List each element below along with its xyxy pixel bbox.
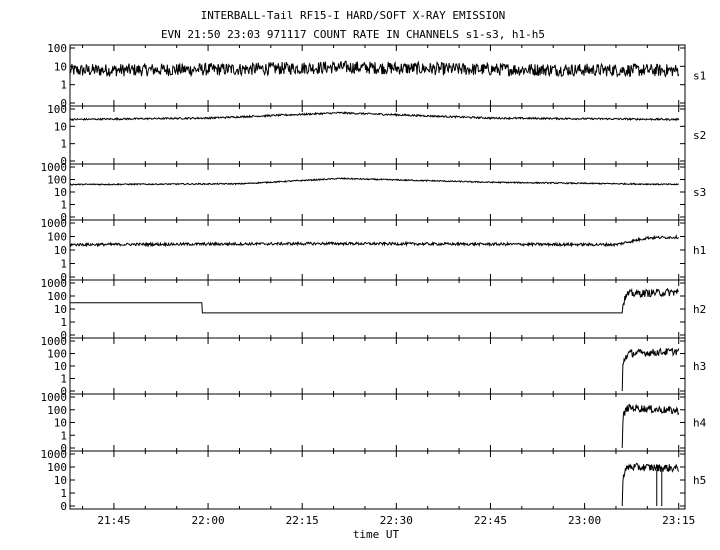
x-tick-label: 22:45 bbox=[474, 514, 507, 527]
y-tick-label: 100 bbox=[47, 290, 67, 303]
panel-label: h5 bbox=[693, 474, 706, 487]
x-tick-label: 22:30 bbox=[380, 514, 413, 527]
panel-frame bbox=[69, 163, 686, 221]
y-tick-label: 10 bbox=[54, 186, 67, 199]
panel-frame bbox=[69, 44, 686, 107]
panel-label: s3 bbox=[693, 186, 706, 199]
series-line-h2 bbox=[70, 287, 679, 314]
series-line-h1 bbox=[69, 233, 680, 248]
panel-frame bbox=[69, 279, 686, 339]
y-tick-label: 1000 bbox=[41, 277, 68, 290]
chart-subtitle: EVN 21:50 23:03 971117 COUNT RATE IN CHA… bbox=[161, 28, 545, 41]
y-tick-label: 1 bbox=[60, 487, 67, 500]
y-tick-label: 0 bbox=[60, 211, 67, 224]
y-tick-label: 100 bbox=[47, 42, 67, 55]
panel-frame bbox=[69, 450, 686, 510]
y-tick-label: 10 bbox=[54, 244, 67, 257]
y-tick-label: 1000 bbox=[41, 335, 68, 348]
y-tick-label: 10 bbox=[54, 60, 67, 73]
series-line-h5 bbox=[621, 462, 680, 507]
series-line-h4 bbox=[621, 403, 680, 449]
series-line-h3 bbox=[621, 347, 680, 392]
y-tick-label: 1 bbox=[60, 79, 67, 92]
x-axis-label: time UT bbox=[353, 528, 400, 541]
y-tick-label: 10 bbox=[54, 303, 67, 316]
y-tick-label: 1000 bbox=[41, 448, 68, 461]
y-tick-label: 100 bbox=[47, 348, 67, 361]
series-line-s1 bbox=[69, 60, 680, 78]
y-tick-label: 0 bbox=[60, 155, 67, 168]
y-tick-label: 0 bbox=[60, 97, 67, 110]
x-tick-label: 22:00 bbox=[191, 514, 224, 527]
panel-label: s2 bbox=[693, 129, 706, 142]
y-tick-label: 10 bbox=[54, 417, 67, 430]
panel-frame bbox=[69, 393, 686, 452]
y-tick-label: 0 bbox=[60, 442, 67, 455]
panel-frame bbox=[69, 337, 686, 395]
y-tick-label: 1 bbox=[60, 258, 67, 271]
y-tick-label: 1000 bbox=[41, 391, 68, 404]
y-tick-label: 0 bbox=[60, 271, 67, 284]
y-tick-label: 1 bbox=[60, 429, 67, 442]
y-tick-label: 100 bbox=[47, 174, 67, 187]
panel-label: h4 bbox=[693, 417, 707, 430]
y-tick-label: 1 bbox=[60, 199, 67, 212]
series-line-s3 bbox=[69, 177, 679, 186]
y-tick-label: 100 bbox=[47, 231, 67, 244]
x-tick-label: 23:00 bbox=[568, 514, 601, 527]
x-axis: 21:45 22:00 22:15 22:30 22:45 23:00 23:15 bbox=[97, 514, 695, 527]
x-tick-label: 23:15 bbox=[662, 514, 695, 527]
chart-title: INTERBALL-Tail RF15-I HARD/SOFT X-RAY EM… bbox=[201, 9, 506, 22]
y-tick-label: 0 bbox=[60, 329, 67, 342]
y-tick-label: 100 bbox=[47, 461, 67, 474]
panel-label: h3 bbox=[693, 360, 706, 373]
series-line-s2 bbox=[69, 111, 680, 122]
panel-frame bbox=[69, 219, 686, 281]
panel-label: h2 bbox=[693, 303, 706, 316]
y-tick-label: 10 bbox=[54, 360, 67, 373]
y-tick-label: 1 bbox=[60, 316, 67, 329]
y-tick-label: 1000 bbox=[41, 217, 68, 230]
y-tick-label: 10 bbox=[54, 474, 67, 487]
panel-label: s1 bbox=[693, 70, 706, 83]
x-tick-label: 22:15 bbox=[286, 514, 319, 527]
y-tick-label: 10 bbox=[54, 120, 67, 133]
y-tick-label: 1 bbox=[60, 373, 67, 386]
y-tick-label: 100 bbox=[47, 404, 67, 417]
y-tick-label: 0 bbox=[60, 500, 67, 513]
y-tick-label: 100 bbox=[47, 103, 67, 116]
panels: 1001010s11001010s210001001010s3100010010… bbox=[41, 42, 707, 513]
panel-label: h1 bbox=[693, 244, 706, 257]
x-tick-label: 21:45 bbox=[97, 514, 130, 527]
y-tick-label: 0 bbox=[60, 385, 67, 398]
y-tick-label: 1000 bbox=[41, 161, 68, 174]
y-tick-label: 1 bbox=[60, 138, 67, 151]
